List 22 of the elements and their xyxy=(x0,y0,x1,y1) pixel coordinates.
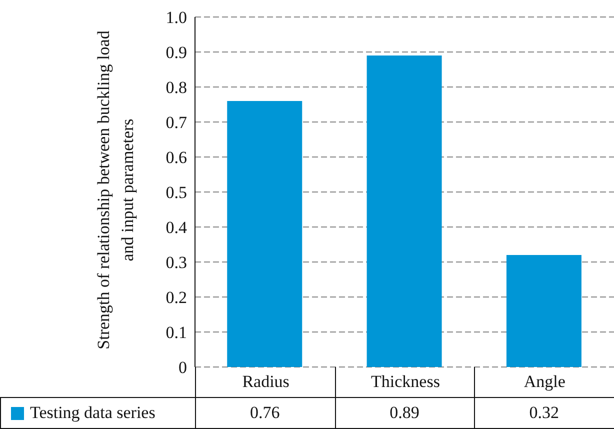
legend-label: Testing data series xyxy=(0,397,196,429)
y-tick-label: 0.8 xyxy=(166,78,187,98)
y-tick-label: 0.2 xyxy=(166,288,187,308)
y-axis-title: Strength of relationship between buckling load and input parameters xyxy=(93,30,138,350)
data-label: 0.32 xyxy=(474,397,614,429)
y-tick-label: 0.9 xyxy=(166,43,187,62)
y-tick-label: 0.6 xyxy=(166,148,187,168)
y-tick-label: 0.4 xyxy=(166,218,188,238)
y-tick-label: 0.3 xyxy=(166,253,187,272)
y-tick-label: 0.1 xyxy=(166,323,187,342)
y-tick-label: 0 xyxy=(178,358,187,378)
y-tick-label: 1.0 xyxy=(166,8,187,28)
x-tick-label: Thickness xyxy=(334,367,476,398)
bar xyxy=(366,56,442,367)
y-tick-label: 0.7 xyxy=(166,113,188,132)
x-tick-label: Radius xyxy=(195,367,336,398)
x-tick-label: Angle xyxy=(474,367,614,398)
y-tick-label: 0.5 xyxy=(166,183,187,202)
bar xyxy=(506,255,582,367)
data-label: 0.89 xyxy=(334,397,476,429)
data-label: 0.76 xyxy=(195,397,336,429)
bar xyxy=(227,101,302,367)
